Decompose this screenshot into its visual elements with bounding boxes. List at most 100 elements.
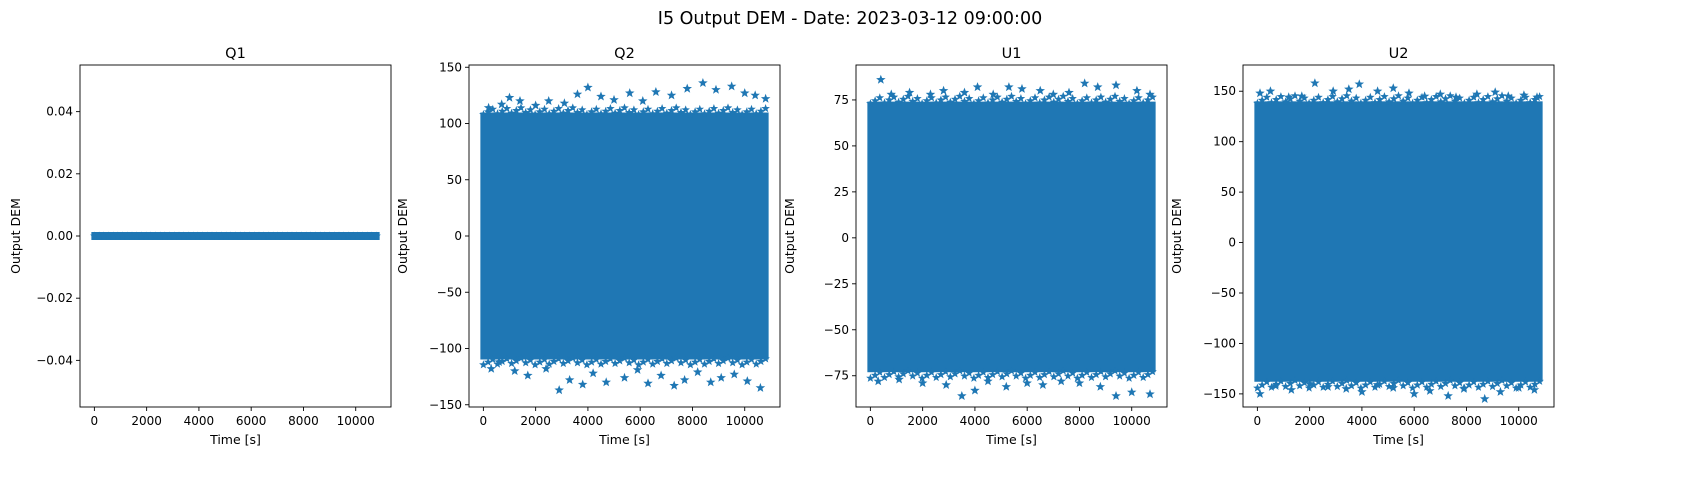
marker — [1082, 93, 1091, 102]
marker — [1290, 376, 1300, 385]
marker — [479, 110, 488, 119]
x-tick-label: 4000 — [960, 414, 991, 428]
marker — [880, 373, 889, 382]
marker — [719, 356, 728, 365]
marker — [1356, 383, 1366, 392]
marker — [634, 360, 643, 369]
data-band — [867, 101, 1156, 373]
marker — [1295, 381, 1304, 390]
marker — [596, 109, 606, 118]
marker — [955, 366, 964, 375]
x-tick-label: 6000 — [1012, 414, 1043, 428]
marker — [761, 104, 770, 113]
marker — [118, 231, 127, 240]
outlier-marker — [1425, 385, 1435, 395]
outlier-marker — [1127, 387, 1137, 397]
y-tick-label: 150 — [1213, 84, 1236, 98]
marker — [1427, 379, 1436, 388]
marker — [1257, 380, 1267, 389]
marker — [1016, 368, 1026, 377]
marker — [672, 103, 681, 112]
marker — [1398, 96, 1408, 105]
marker — [1441, 379, 1450, 388]
marker — [559, 359, 568, 368]
marker — [268, 231, 278, 240]
marker — [1337, 94, 1347, 103]
marker — [568, 353, 577, 362]
marker — [507, 108, 516, 117]
marker — [643, 355, 653, 364]
outlier-marker — [523, 370, 533, 380]
marker — [894, 97, 903, 106]
marker — [1030, 93, 1040, 102]
x-tick-label: 8000 — [1451, 414, 1482, 428]
outlier-marker — [711, 84, 721, 94]
marker — [1044, 367, 1054, 376]
marker — [653, 106, 662, 115]
x-tick-label: 8000 — [1064, 414, 1095, 428]
marker — [1049, 97, 1059, 106]
subplot-q2: 0 2000 4000 6000 8000 10000 −150 −100 −50 0 50 100 1… — [395, 46, 781, 447]
marker — [573, 108, 582, 117]
x-tick-label: 2000 — [907, 414, 938, 428]
outlier-marker — [698, 78, 708, 87]
outlier-marker — [1056, 376, 1066, 386]
y-tick-label: 150 — [439, 60, 462, 74]
marker — [1309, 380, 1319, 389]
y-tick-label: 100 — [1213, 135, 1236, 149]
outlier-marker — [742, 376, 753, 386]
outlier-marker — [583, 82, 593, 92]
marker — [870, 96, 880, 105]
marker — [1021, 373, 1030, 382]
marker — [681, 355, 690, 364]
marker — [231, 231, 240, 240]
outlier-marker — [957, 391, 967, 400]
marker — [624, 358, 634, 367]
marker — [1281, 382, 1290, 391]
marker — [1333, 97, 1342, 106]
marker — [90, 231, 99, 240]
x-tick-label: 10000 — [1500, 414, 1538, 428]
x-tick-label: 2000 — [520, 414, 551, 428]
marker — [1011, 96, 1021, 106]
marker — [955, 91, 964, 100]
marker — [1148, 367, 1157, 376]
marker — [1082, 367, 1091, 376]
marker — [273, 231, 283, 240]
marker — [179, 231, 188, 240]
x-tick-label: 4000 — [184, 414, 215, 428]
outlier-marker — [530, 100, 541, 110]
outlier-marker — [1480, 393, 1490, 403]
marker — [908, 371, 917, 380]
marker — [690, 357, 700, 366]
marker — [344, 231, 353, 240]
marker — [488, 355, 498, 364]
outlier-marker — [760, 93, 771, 103]
marker — [1370, 98, 1380, 107]
outlier-marker — [1284, 92, 1294, 102]
marker — [479, 360, 488, 369]
marker — [974, 96, 983, 105]
y-tick-label: 50 — [834, 139, 849, 153]
marker — [601, 106, 610, 115]
plot-area — [479, 78, 771, 395]
marker — [596, 359, 606, 368]
marker — [297, 231, 306, 240]
outlier-marker — [1145, 89, 1155, 99]
marker — [903, 366, 913, 375]
marker — [535, 357, 545, 366]
marker — [709, 354, 719, 363]
marker — [577, 355, 587, 364]
marker — [221, 231, 231, 240]
marker — [620, 353, 629, 362]
marker — [1040, 370, 1049, 379]
y-tick-label: 0.00 — [46, 229, 73, 243]
marker — [334, 231, 344, 240]
outlier-marker — [1404, 88, 1414, 98]
marker — [217, 231, 226, 240]
marker — [1403, 93, 1413, 102]
marker — [1115, 96, 1124, 106]
marker — [1366, 377, 1375, 386]
marker — [1314, 92, 1323, 101]
